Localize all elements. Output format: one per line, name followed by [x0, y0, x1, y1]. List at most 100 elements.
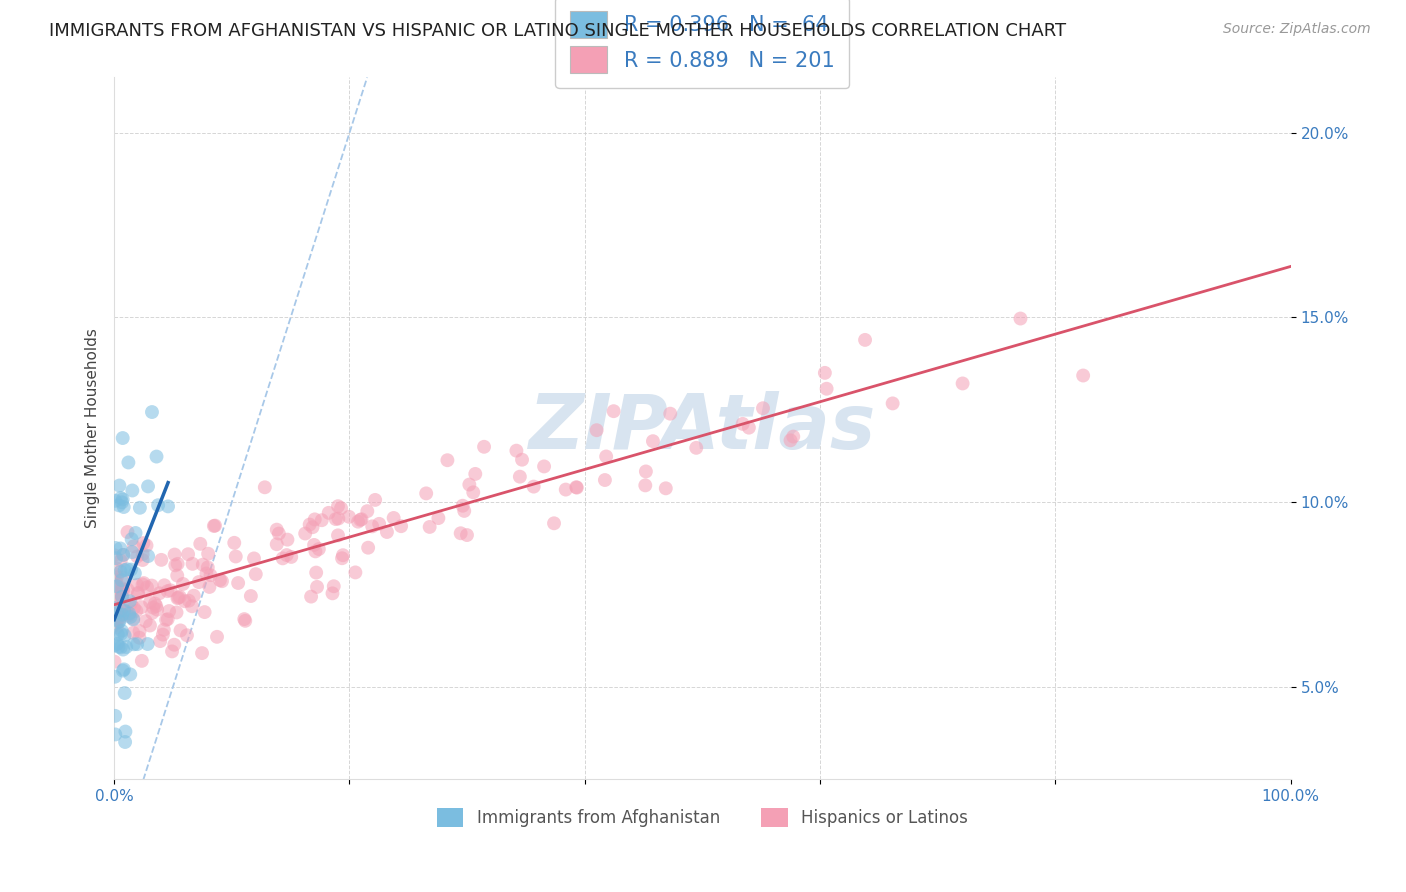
Point	[111, 431, 134, 445]
Point	[143, 597, 166, 611]
Point	[172, 577, 194, 591]
Point	[115, 562, 138, 576]
Point	[128, 631, 150, 645]
Point	[415, 486, 437, 500]
Point	[110, 640, 132, 655]
Point	[153, 578, 176, 592]
Point	[197, 547, 219, 561]
Point	[112, 500, 135, 514]
Point	[103, 618, 125, 632]
Point	[122, 539, 145, 553]
Point	[197, 560, 219, 574]
Point	[276, 548, 298, 562]
Point	[146, 498, 169, 512]
Point	[103, 639, 125, 653]
Point	[183, 589, 205, 603]
Point	[111, 624, 134, 638]
Point	[128, 500, 150, 515]
Point	[110, 541, 132, 556]
Point	[153, 623, 176, 637]
Point	[146, 602, 169, 616]
Point	[122, 600, 145, 615]
Point	[356, 504, 378, 518]
Point	[141, 578, 163, 592]
Point	[111, 590, 134, 604]
Point	[450, 526, 472, 541]
Text: IMMIGRANTS FROM AFGHANISTAN VS HISPANIC OR LATINO SINGLE MOTHER HOUSEHOLDS CORRE: IMMIGRANTS FROM AFGHANISTAN VS HISPANIC …	[49, 22, 1066, 40]
Point	[165, 558, 187, 573]
Point	[464, 467, 486, 481]
Point	[350, 512, 373, 526]
Point	[523, 480, 546, 494]
Point	[108, 603, 131, 617]
Point	[107, 615, 129, 629]
Point	[163, 638, 186, 652]
Point	[108, 499, 131, 513]
Point	[112, 548, 135, 562]
Point	[299, 590, 322, 604]
Point	[105, 620, 128, 634]
Point	[472, 440, 495, 454]
Point	[103, 601, 125, 615]
Point	[145, 599, 167, 613]
Point	[195, 566, 218, 581]
Point	[198, 580, 221, 594]
Point	[565, 480, 588, 494]
Y-axis label: Single Mother Households: Single Mother Households	[86, 328, 100, 528]
Point	[233, 614, 256, 628]
Point	[111, 495, 134, 509]
Point	[120, 667, 142, 681]
Point	[157, 604, 180, 618]
Point	[132, 576, 155, 591]
Point	[173, 594, 195, 608]
Point	[304, 544, 326, 558]
Point	[208, 573, 231, 587]
Point	[131, 600, 153, 615]
Point	[136, 549, 159, 563]
Point	[602, 404, 624, 418]
Point	[326, 528, 349, 542]
Point	[110, 607, 132, 621]
Point	[322, 579, 344, 593]
Point	[107, 611, 129, 625]
Legend: Immigrants from Afghanistan, Hispanics or Latinos: Immigrants from Afghanistan, Hispanics o…	[430, 801, 974, 834]
Point	[305, 566, 328, 580]
Point	[294, 526, 316, 541]
Point	[382, 511, 405, 525]
Point	[110, 565, 132, 579]
Point	[111, 607, 134, 622]
Point	[266, 537, 288, 551]
Point	[191, 558, 214, 572]
Point	[166, 568, 188, 582]
Point	[115, 640, 138, 654]
Point	[132, 536, 155, 550]
Point	[136, 637, 159, 651]
Point	[634, 465, 657, 479]
Point	[952, 376, 974, 391]
Point	[104, 580, 127, 594]
Point	[107, 637, 129, 651]
Point	[187, 575, 209, 590]
Point	[419, 520, 441, 534]
Point	[136, 479, 159, 493]
Point	[188, 537, 211, 551]
Point	[224, 536, 246, 550]
Point	[752, 401, 775, 416]
Point	[177, 547, 200, 561]
Point	[389, 519, 412, 533]
Point	[105, 579, 128, 593]
Point	[641, 434, 664, 449]
Point	[127, 587, 149, 601]
Point	[105, 616, 128, 631]
Point	[131, 547, 153, 561]
Point	[103, 655, 125, 669]
Point	[122, 612, 145, 626]
Point	[104, 591, 127, 605]
Point	[122, 637, 145, 651]
Point	[304, 512, 326, 526]
Point	[375, 524, 398, 539]
Point	[110, 627, 132, 641]
Point	[110, 554, 132, 568]
Point	[585, 423, 607, 437]
Point	[779, 434, 801, 448]
